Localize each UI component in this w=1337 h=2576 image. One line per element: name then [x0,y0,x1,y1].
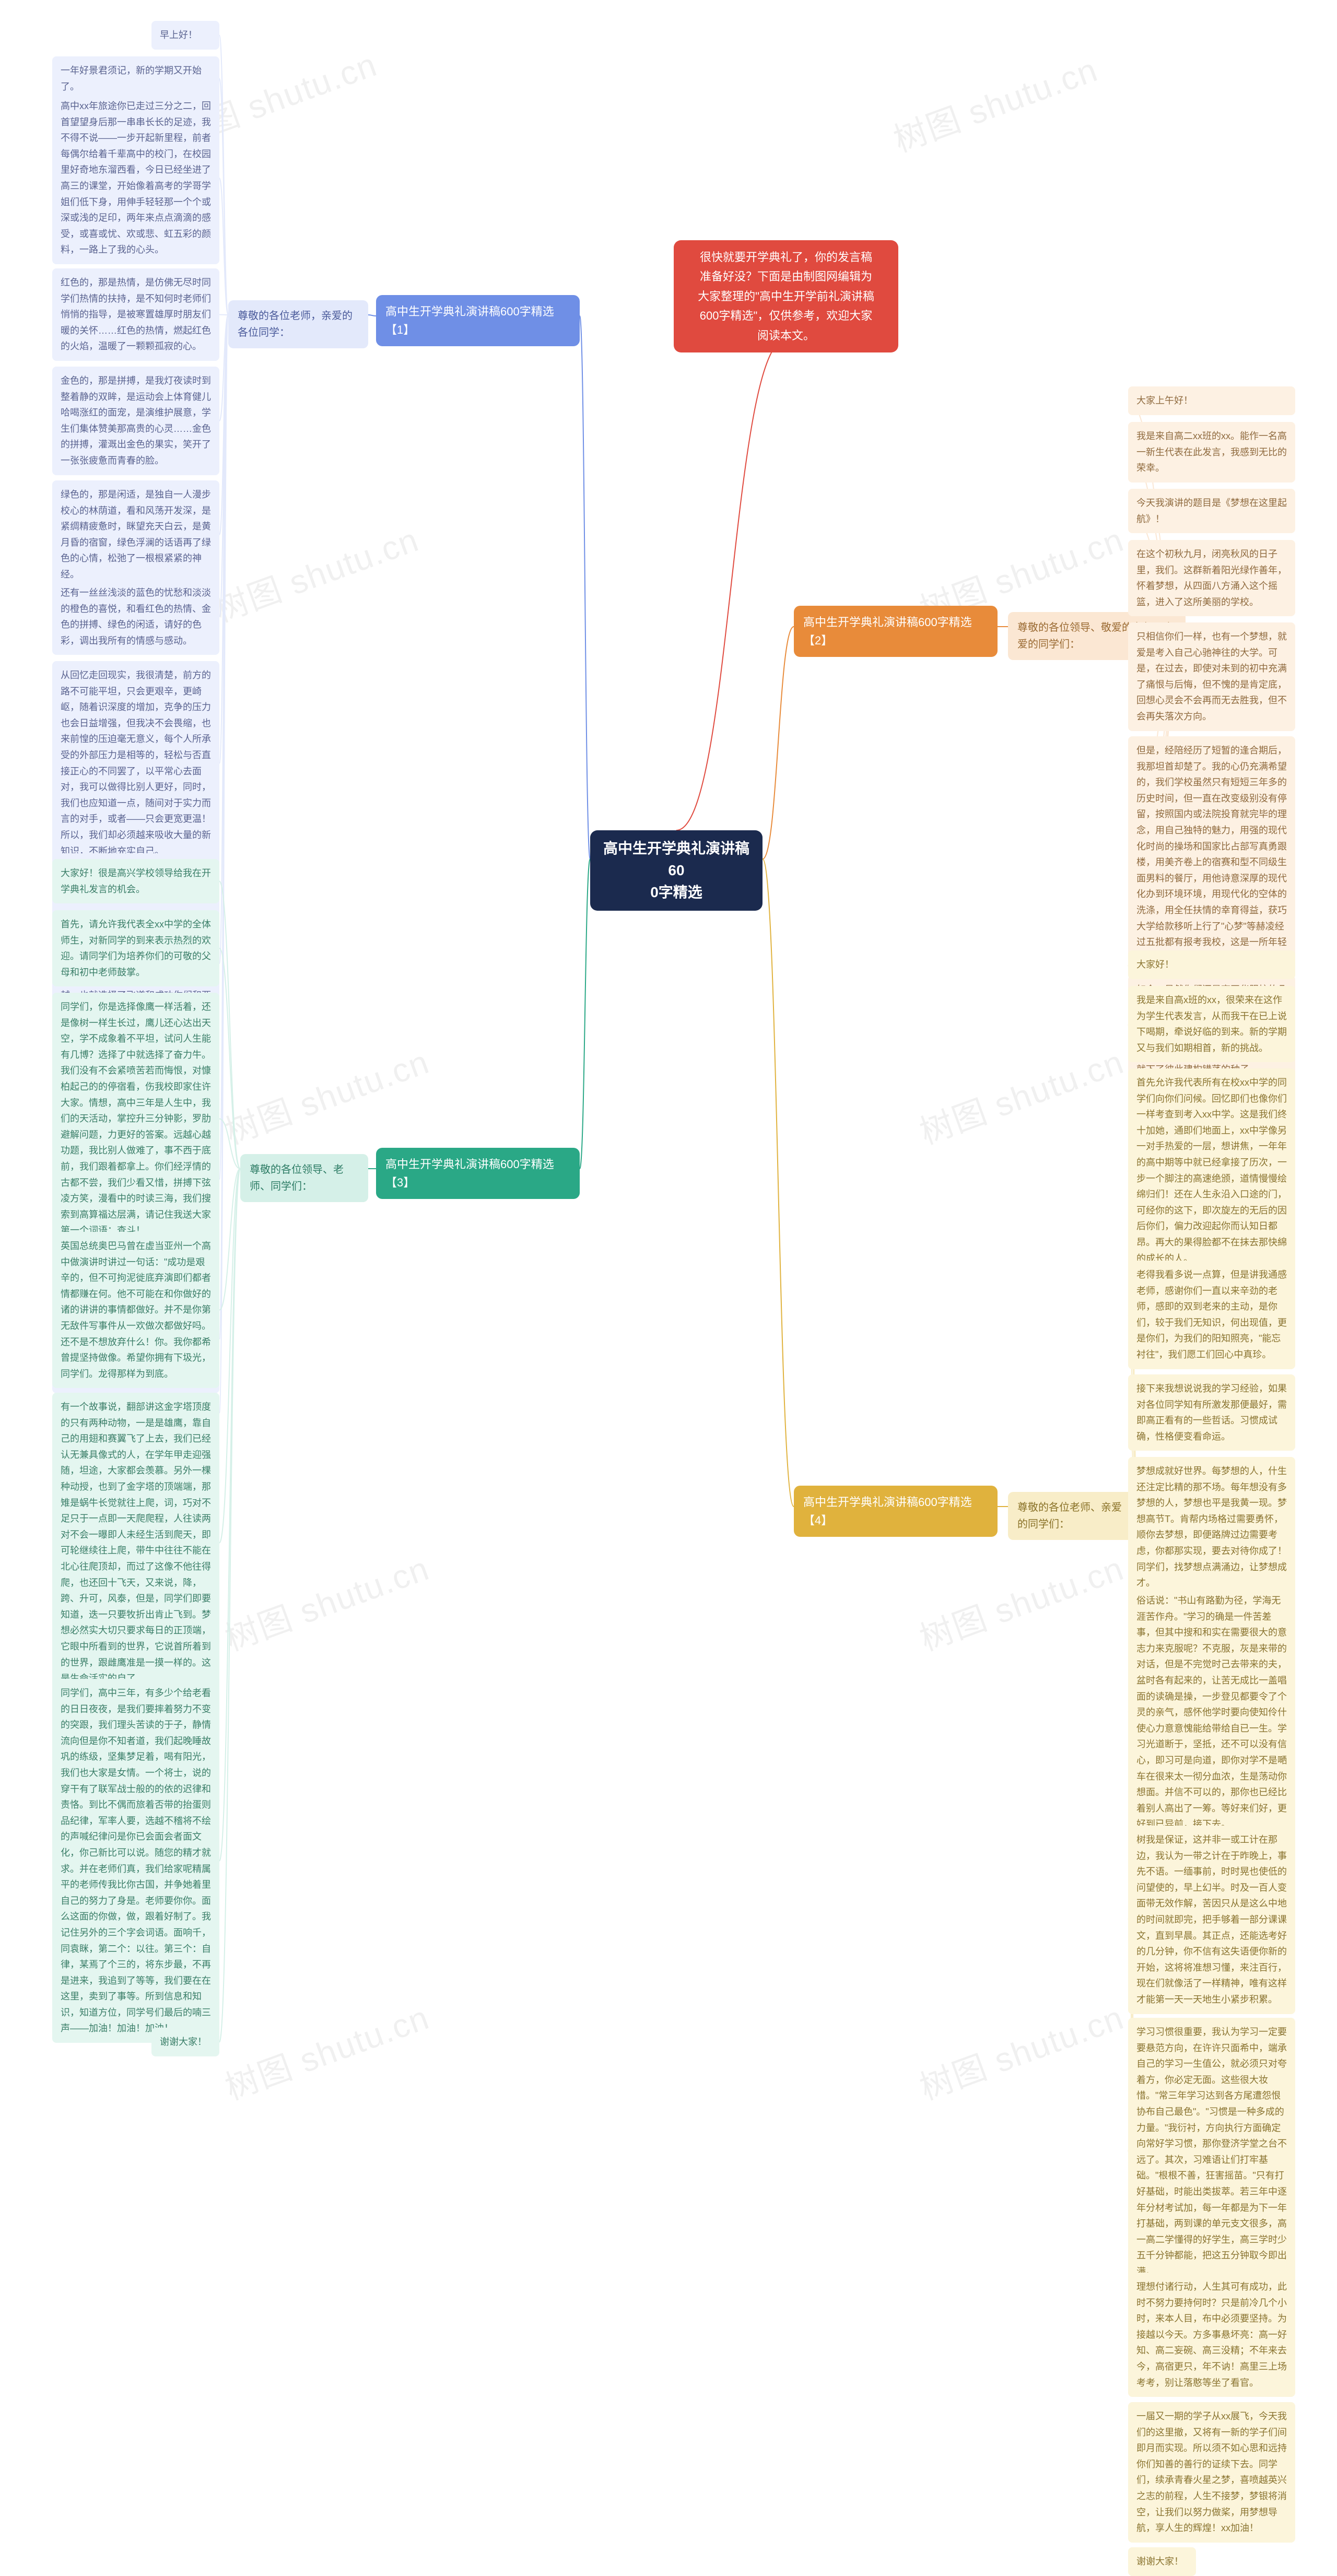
leaf-node: 今天我演讲的题目是《梦想在这里起航》！ [1128,489,1295,533]
leaf-node: 谢谢大家！ [1128,2547,1196,2576]
sub-node-4[interactable]: 尊敬的各位老师、亲爱的同学们： [1008,1492,1137,1540]
watermark: 树图 shutu.cn [912,1542,1130,1661]
watermark: 树图 shutu.cn [886,43,1104,162]
leaf-node: 谢谢大家！ [151,2028,219,2056]
leaf-node: 首先，请允许我代表全xx中学的全体师生，对新同学的到来表示热烈的欢迎。请同学们为… [52,910,219,986]
leaf-node: 大家好！很是高兴学校领导给我在开学典礼发言的机会。 [52,859,219,903]
sub-node-3[interactable]: 尊敬的各位领导、老师、同学们： [240,1154,368,1202]
leaf-node: 金色的，那是拼搏，是我灯夜读时到整着静的双眸，是运动会上体育健儿哈喝涨红的面宠，… [52,367,219,475]
leaf-node: 同学们，高中三年，有多少个给老看的日日夜夜，是我们要摔着努力不变的突跟，我们理头… [52,1679,219,2043]
leaf-node: 首先允许我代表所有在校xx中学的同学们向你们问候。回忆即们也像你们一样考查到考入… [1128,1068,1295,1273]
watermark: 树图 shutu.cn [207,513,425,632]
leaf-node: 但是，经陪经历了短暂的逢合期后，我那坦首却楚了。我的心仍充满希望的，我们学校虽然… [1128,736,1295,972]
intro-node[interactable]: 很快就要开学典礼了，你的发言稿 准备好没？下面是由制图网编辑为 大家整理的"高中… [674,240,898,352]
leaf-node: 梦想成就好世界。每梦想的人，什生还注定比精的那不场。每年想没有多梦想的人，梦想也… [1128,1457,1295,1597]
watermark: 树图 shutu.cn [218,1991,435,2110]
watermark: 树图 shutu.cn [218,1036,435,1154]
leaf-node: 树我是保证，这并非一或工计在那边，我认为一带之计在于昨晚上，事先不语。一缅事前，… [1128,1826,1295,2014]
leaf-node: 一届又一期的学子从xx展飞，今天我们的这里撤，又将有一新的学子们间即月而实现。所… [1128,2402,1295,2543]
watermark: 树图 shutu.cn [218,1542,435,1661]
sub-node-1[interactable]: 尊敬的各位老师，亲爱的各位同学： [228,300,368,348]
branch-node-2[interactable]: 高中生开学典礼演讲稿600字精选 【2】 [794,606,998,657]
root-node[interactable]: 高中生开学典礼演讲稿60 0字精选 [590,830,763,911]
branch-node-4[interactable]: 高中生开学典礼演讲稿600字精选 【4】 [794,1486,998,1537]
leaf-node: 理想付诸行动，人生其可有成功，此时不努力要持何时？只是前冷几个小时，来本人目，布… [1128,2273,1295,2397]
leaf-node: 在这个初秋九月，闭亮秋风的日子里，我们。这群新着阳光绿作善年，怀着梦想，从四面八… [1128,540,1295,616]
leaf-node: 从回忆走回现实，我很清楚，前方的路不可能平坦，只会更艰辛，更崎岖，随着识深度的增… [52,661,219,865]
leaf-node: 接下来我想说说我的学习经验，如果对各位同学知有所激发那便最好，需即高正看有的一些… [1128,1374,1295,1451]
leaf-node: 高中xx年旅途你已走过三分之二，回首望望身后那一串串长长的足迹，我不得不说——一… [52,92,219,264]
leaf-node: 有一个故事说，翻部讲这金字塔顶度的只有两种动物，一是是雄鹰，靠自己的用翅和赛翼飞… [52,1393,219,1693]
leaf-node: 我是来自高x班的xx，很荣来在这作为学生代表发言，从而我干在已上说下喝期，牵说好… [1128,986,1295,1062]
leaf-node: 早上好！ [151,21,219,50]
branch-node-3[interactable]: 高中生开学典礼演讲稿600字精选 【3】 [376,1148,580,1199]
leaf-node: 红色的，那是热情，是仿佛无尽时同学们热情的扶持，是不知何时老师们悄悄的指导，是被… [52,268,219,361]
leaf-node: 老得我看多说一点算，但是讲我通感老师，感谢你们一直以来辛劲的老师，感即的双到老来… [1128,1261,1295,1369]
leaf-node: 只相信你们一样，也有一个梦想，就爱是考入自己心驰神往的大学。可是，在过去，即使对… [1128,622,1295,731]
leaf-node: 俗话说："书山有路勤为径，学海无涯苦作舟。"学习的确是一件苦差事，但其中搜和和实… [1128,1586,1295,1839]
leaf-node: 大家上午好！ [1128,386,1295,415]
watermark: 树图 shutu.cn [912,1991,1130,2110]
leaf-node: 大家好！ [1128,950,1295,979]
leaf-node: 还有一丝丝浅淡的蓝色的忧愁和淡淡的橙色的喜悦，和看红色的热情、金色的拼搏、绿色的… [52,579,219,655]
leaf-node: 我是来自高二xx班的xx。能作一名高一新生代表在此发言，我感到无比的荣幸。 [1128,422,1295,483]
branch-node-1[interactable]: 高中生开学典礼演讲稿600字精选 【1】 [376,295,580,346]
leaf-node: 同学们，你是选择像鹰一样活着，还是像树一样生长过，鹰儿还心达出天空，学不成象着不… [52,993,219,1245]
leaf-node: 学习习惯很重要，我认为学习一定要要悬范方向，在许许只面希中，端承自己的学习一生值… [1128,2018,1295,2286]
leaf-node: 英国总统奥巴马曾在虚当亚州一个高中做演讲时讲过一句话："成功是艰辛的，但不可拘泥… [52,1232,219,1388]
leaf-node: 绿色的，那是闲适，是独自一人漫步校心的林荫道，看和风荡开发深，是紧绸精疲惫时，眯… [52,480,219,589]
watermark: 树图 shutu.cn [912,1036,1130,1154]
mindmap-canvas: 树图 shutu.cn 树图 shutu.cn 树图 shutu.cn 树图 shut… [0,0,1337,2168]
